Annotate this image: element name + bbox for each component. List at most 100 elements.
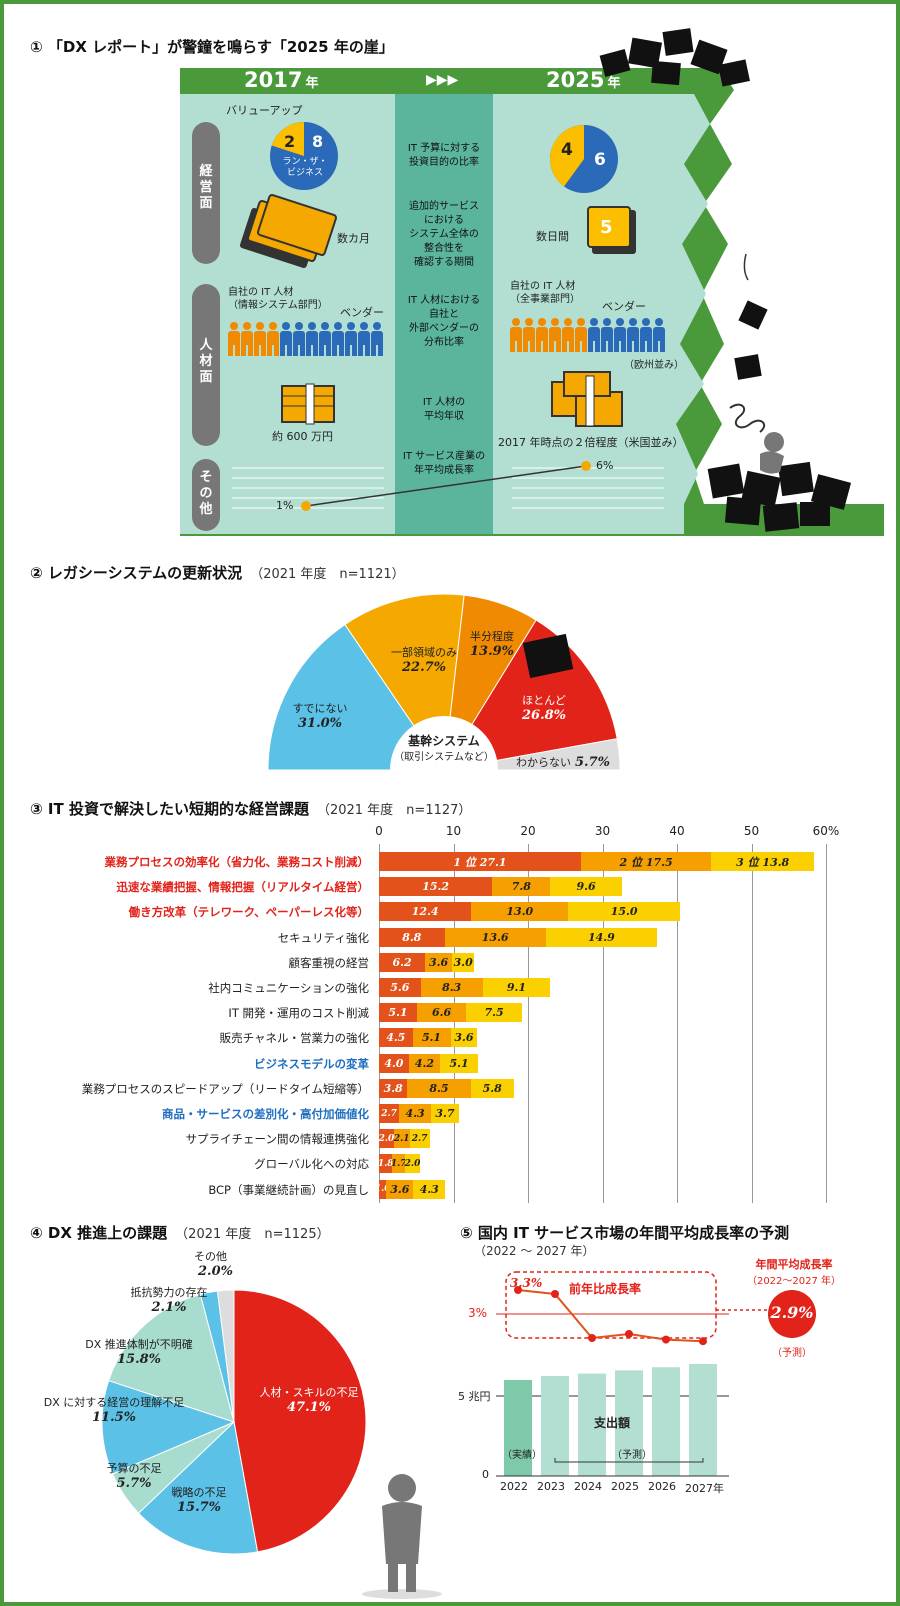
bar-value: 4.3: [419, 1182, 439, 1196]
dx-issue-slice: [233, 1289, 367, 1553]
vendor-person-icon: [306, 322, 318, 358]
bar-segment: 7.8: [492, 877, 551, 897]
vendor-person-icon: [601, 318, 613, 354]
legacy-boxes-bottom: [707, 461, 852, 532]
bar-segment: 3 位 13.8: [711, 852, 815, 871]
x-tick-label: 10: [445, 824, 462, 838]
bar-segment: 2.7: [409, 1129, 430, 1149]
salary-2017: 約 600 万円: [272, 430, 333, 443]
line-label: 前年比成長率: [569, 1282, 642, 1296]
gridline: [528, 844, 529, 1203]
section4-title: ④ DX 推進上の課題 （2021 年度 n=1125）: [30, 1224, 330, 1242]
pie2025-value: 4: [561, 140, 573, 160]
bar-value: 9.6: [576, 880, 596, 894]
panel-mid: [395, 94, 493, 534]
pie2025-run: 6: [594, 150, 606, 170]
row-label: 商品・サービスの差別化・高付加価値化: [162, 1107, 369, 1121]
money-icon: [281, 383, 335, 425]
gridline: [826, 844, 827, 1203]
growth-point: [514, 1286, 522, 1294]
own-staff-person-icon: [510, 318, 522, 354]
own-staff-2025: 自社の IT 人材 （全事業部門）: [510, 281, 580, 305]
year-label: 2022: [500, 1480, 528, 1493]
row-label: グローバル化への対応: [254, 1157, 369, 1172]
own-staff-person-icon: [536, 318, 548, 354]
pie2017-value: 2: [284, 132, 296, 151]
year-label: 2023: [537, 1480, 565, 1493]
person-thinking-icon: [388, 1474, 416, 1502]
bar-value: 8.5: [429, 1081, 449, 1095]
bar-value: 3.7: [435, 1107, 455, 1120]
row-label: BCP（事業継続計画）の見直し: [208, 1182, 369, 1197]
section5-sub: （2022 ～ 2027 年）: [474, 1244, 595, 1258]
bar-value: 15.2: [422, 880, 450, 894]
bar-segment: 5.6: [379, 978, 421, 997]
year-2017: 2017 年: [244, 68, 319, 92]
center-sublabel: （取引システムなど）: [394, 752, 494, 763]
gridline: [379, 844, 380, 1203]
legacy-slice-label: ほとんど 26.8%: [521, 694, 566, 723]
bar-value: 13.0: [506, 905, 534, 919]
bar-segment: 9.6: [550, 877, 622, 897]
bar-value: 3.8: [383, 1081, 403, 1095]
dx-issues-labels: 人材・スキルの不足 47.1% 戦略の不足 15.7% 予算の不足 5.7% DX に対する…: [4, 1244, 464, 1602]
year-label: 2027年: [685, 1482, 724, 1495]
bar-value: 4.2: [414, 1056, 434, 1070]
legacy-box-icon: [522, 633, 574, 679]
section1-title: ① 「DX レポート」が警鐘を鳴らす「2025 年の崖」: [30, 38, 394, 56]
growth-point: [699, 1337, 707, 1346]
vendor-person-icon: [358, 322, 370, 358]
vendor-person-icon: [588, 318, 600, 354]
growth-dot-2017: [301, 501, 311, 511]
legacy-slice-label: 半分程度 13.9%: [469, 630, 514, 659]
bar-segment: 7.5: [466, 1003, 523, 1023]
year-label: 2024: [574, 1480, 602, 1493]
gridline: [453, 844, 455, 1203]
bar-segment: 8.3: [420, 978, 483, 997]
calendar-number: 5: [600, 217, 613, 238]
mid-label-salary: IT 人材の 平均年収: [422, 397, 466, 422]
vendor-person-icon: [614, 318, 626, 354]
bar-value: 5.8: [482, 1081, 502, 1095]
panel-2025: [493, 94, 710, 534]
own-staff-person-icon: [241, 322, 253, 358]
x-tick-label: 20: [520, 824, 536, 838]
legacy-boxes-top: [599, 28, 750, 87]
row-label: 社内コミュニケーションの強化: [208, 981, 369, 995]
dx-issue-label: DX 推進体制が不明確 15.8%: [85, 1338, 193, 1367]
money-stack-icon: [551, 371, 623, 427]
bar-segment: 3.7: [431, 1104, 459, 1123]
dx-issues-pie-chart: [101, 1289, 442, 1599]
own-staff-person-icon: [228, 322, 240, 358]
bar-value: 8.3: [442, 981, 462, 994]
bar-value: 1 位 27.1: [453, 855, 507, 869]
year-label: 2025: [611, 1480, 639, 1493]
own-staff-person-icon: [549, 318, 561, 354]
bar-value: 5.1: [388, 1006, 408, 1020]
bar-segment: 4.3: [399, 1104, 432, 1123]
vendor-2025: ベンダー: [602, 300, 646, 313]
gridline: [677, 844, 678, 1203]
bar-segment: 5.8: [470, 1078, 514, 1098]
own-staff-person-icon: [562, 318, 574, 354]
legacy-slice-label: 一部領域のみ 22.7%: [391, 646, 457, 675]
bar-value: 12.4: [411, 905, 439, 919]
vendor-person-icon: [653, 318, 665, 354]
row-label: 働き方改革（テレワーク、ペーパーレス化等）: [128, 905, 369, 920]
tab-keiei: [192, 122, 220, 264]
side-sonota: その他: [199, 470, 213, 517]
dx-issue-label: その他 2.0%: [194, 1250, 233, 1279]
mid-label-growth: IT サービス産業の 年平均成長率: [402, 451, 486, 476]
cagr-circle: [768, 1290, 816, 1338]
cliff-panel: [180, 28, 884, 536]
tab-sonota: [192, 459, 220, 531]
row-label: 販売チャネル・営業力の強化: [219, 1031, 369, 1046]
spend-bar: [504, 1380, 532, 1476]
bar-segment: 13.0: [471, 902, 569, 922]
run-business-label: ラン・ザ・ ビジネス: [282, 157, 328, 178]
vendor-person-icon: [371, 322, 383, 358]
bar-value: 2.0: [404, 1158, 421, 1169]
bar-value: 2.7: [411, 1133, 428, 1144]
dx-issue-label: 予算の不足 5.7%: [106, 1462, 162, 1491]
